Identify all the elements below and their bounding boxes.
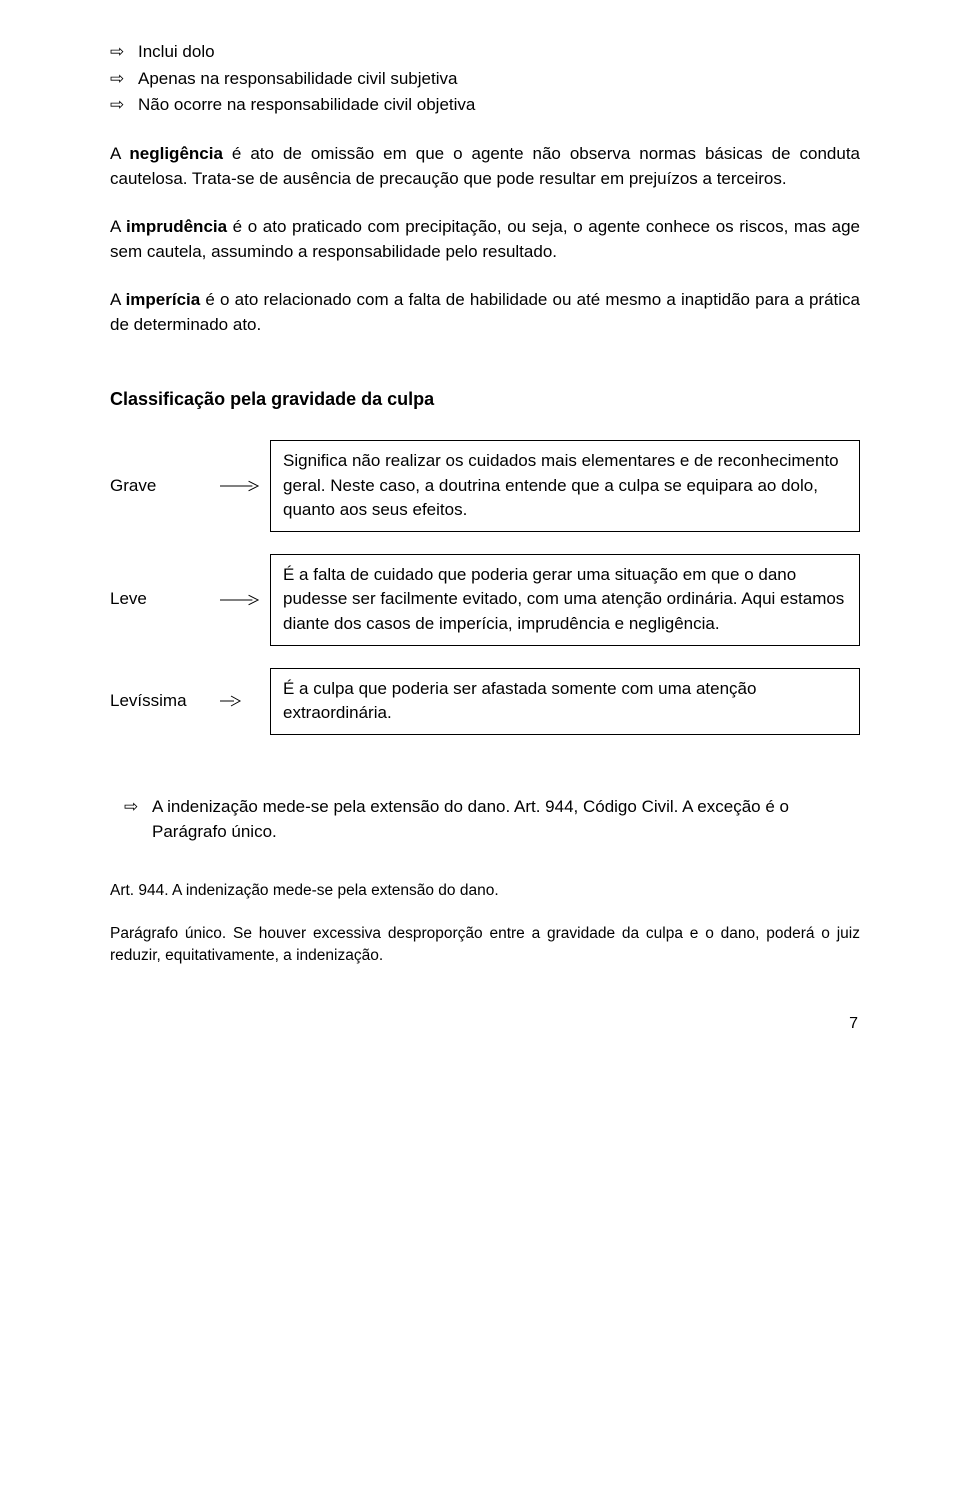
class-label: Levíssima — [110, 689, 210, 714]
class-box: É a culpa que poderia ser afastada somen… — [270, 668, 860, 735]
para-bold-term: imprudência — [126, 217, 227, 236]
sub-arrow-list: ⇨ A indenização mede-se pela extensão do… — [110, 795, 860, 844]
arrow-right-icon: ⇨ — [110, 93, 138, 118]
class-row-grave: Grave Significa não realizar os cuidados… — [110, 440, 860, 532]
page-number: 7 — [110, 1012, 860, 1035]
top-arrow-list: ⇨ Inclui dolo ⇨ Apenas na responsabilida… — [110, 40, 860, 118]
arrow-right-icon: ⇨ — [110, 40, 138, 65]
arrow-right-long-icon — [220, 480, 260, 492]
para-prefix: A — [110, 144, 129, 163]
para-rest: é ato de omissão em que o agente não obs… — [110, 144, 860, 188]
class-box: É a falta de cuidado que poderia gerar u… — [270, 554, 860, 646]
list-item: ⇨ Inclui dolo — [110, 40, 860, 65]
list-item-text: Apenas na responsabilidade civil subjeti… — [138, 67, 860, 92]
arrow-right-icon: ⇨ — [124, 795, 152, 820]
list-item: ⇨ Não ocorre na responsabilidade civil o… — [110, 93, 860, 118]
para-rest: é o ato relacionado com a falta de habil… — [110, 290, 860, 334]
class-label: Leve — [110, 587, 210, 612]
class-row-levissima: Levíssima É a culpa que poderia ser afas… — [110, 668, 860, 735]
paragrafo-unico: Parágrafo único. Se houver excessiva des… — [110, 923, 860, 968]
paragraph-imprudencia: A imprudência é o ato praticado com prec… — [110, 215, 860, 264]
class-label: Grave — [110, 474, 210, 499]
list-item: ⇨ A indenização mede-se pela extensão do… — [124, 795, 860, 844]
class-row-leve: Leve É a falta de cuidado que poderia ge… — [110, 554, 860, 646]
list-item: ⇨ Apenas na responsabilidade civil subje… — [110, 67, 860, 92]
arrow-right-long-icon — [220, 594, 260, 606]
section-title: Classificação pela gravidade da culpa — [110, 386, 860, 412]
arrow-right-icon: ⇨ — [110, 67, 138, 92]
list-item-text: Inclui dolo — [138, 40, 860, 65]
arrow-right-short-icon — [220, 695, 260, 707]
para-prefix: A — [110, 217, 126, 236]
class-box: Significa não realizar os cuidados mais … — [270, 440, 860, 532]
classification-rows: Grave Significa não realizar os cuidados… — [110, 440, 860, 735]
para-bold-term: negligência — [129, 144, 223, 163]
list-item-text: A indenização mede-se pela extensão do d… — [152, 795, 860, 844]
paragraph-negligencia: A negligência é ato de omissão em que o … — [110, 142, 860, 191]
list-item-text: Não ocorre na responsabilidade civil obj… — [138, 93, 860, 118]
paragraph-impericia: A imperícia é o ato relacionado com a fa… — [110, 288, 860, 337]
para-bold-term: imperícia — [126, 290, 201, 309]
para-prefix: A — [110, 290, 126, 309]
article-944: Art. 944. A indenização mede-se pela ext… — [110, 880, 860, 902]
